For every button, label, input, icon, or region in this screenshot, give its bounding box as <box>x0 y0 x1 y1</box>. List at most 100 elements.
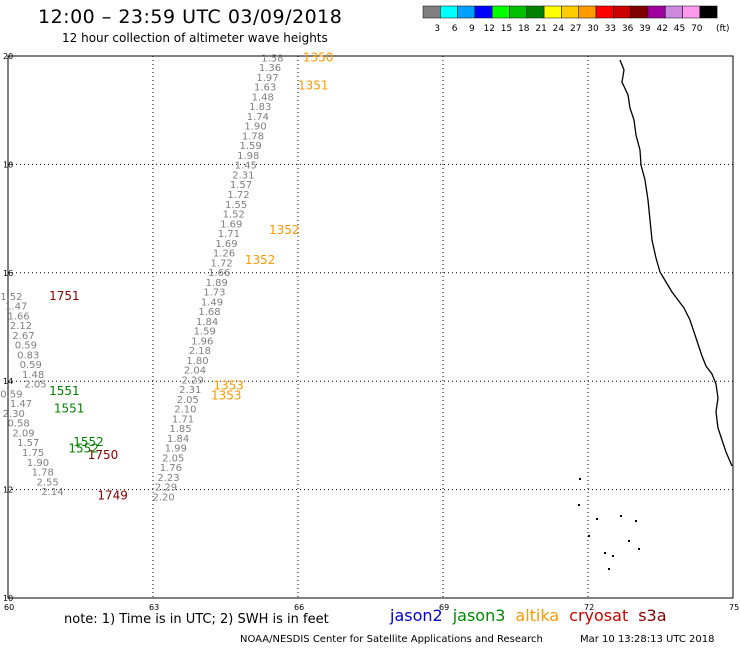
pass-time-label: 1352 <box>269 223 300 237</box>
legend-label: 3 <box>434 24 440 34</box>
pass-time-label: 1353 <box>213 378 244 392</box>
wave-height-value: 1.47 <box>10 399 32 410</box>
wave-height-value: 1.90 <box>244 122 266 133</box>
lat-tick-label: 12 <box>3 486 13 495</box>
pass-time-label: 1552 <box>73 435 104 449</box>
pass-time-label: 1551 <box>54 402 85 416</box>
wave-height-value: 1.84 <box>196 317 218 328</box>
wave-height-value: 2.12 <box>10 321 32 332</box>
wave-height-value: 1.69 <box>215 239 237 250</box>
lon-tick-label: 66 <box>294 603 304 612</box>
lon-tick-label: 69 <box>439 603 449 612</box>
legend-label: 36 <box>622 24 634 34</box>
credit-text: NOAA/NESDIS Center for Satellite Applica… <box>240 634 543 645</box>
wave-height-value: 1.48 <box>22 370 44 381</box>
wave-height-value: 1.78 <box>242 131 264 142</box>
lon-tick-label: 60 <box>4 603 14 612</box>
wave-height-value: 1.55 <box>225 200 247 211</box>
wave-height-value: 1.57 <box>230 180 252 191</box>
wave-height-value: 1.75 <box>22 448 44 459</box>
satellite-key-item: jason3 <box>452 606 506 625</box>
wave-height-value: 2.10 <box>174 405 196 416</box>
wave-height-value: 1.52 <box>0 292 22 303</box>
wave-height-value: 1.57 <box>17 438 39 449</box>
wave-height-value: 2.14 <box>41 487 63 498</box>
wave-height-value: 2.30 <box>3 409 25 420</box>
pass-time-label: 1552 <box>68 442 99 456</box>
wave-height-value: 2.04 <box>184 366 206 377</box>
wave-height-value: 1.71 <box>172 414 194 425</box>
island <box>579 478 581 480</box>
wave-height-value: 1.59 <box>194 327 216 338</box>
satellite-key: jason2 jason3 altika cryosat s3a <box>390 606 677 625</box>
wave-height-color-legend: 3 6 9 12 15 18 21 24 27 30 33 36 39 42 45 70 (ft) <box>422 5 730 34</box>
satellite-key-item: s3a <box>638 606 667 625</box>
island <box>604 552 606 554</box>
legend-unit: (ft) <box>716 24 730 34</box>
wave-height-value: 2.18 <box>189 346 211 357</box>
wave-height-value: 0.59 <box>15 341 37 352</box>
wave-height-value: 2.29 <box>181 375 203 386</box>
lon-tick-label: 63 <box>149 603 159 612</box>
legend-label: 39 <box>639 24 651 34</box>
wave-height-value: 1.68 <box>198 307 220 318</box>
wave-height-value: 1.66 <box>208 268 230 279</box>
wave-height-value: 1.76 <box>160 463 182 474</box>
lat-tick-label: 10 <box>3 594 13 603</box>
wave-height-value: 2.31 <box>179 385 201 396</box>
legend-label: 45 <box>674 24 685 34</box>
legend-label: 6 <box>452 24 458 34</box>
pass-time-label: 1750 <box>88 448 119 462</box>
satellite-key-item: altika <box>515 606 560 625</box>
wave-height-value: 1.59 <box>239 141 261 152</box>
wave-height-value: 2.09 <box>12 428 34 439</box>
island <box>578 504 580 506</box>
wave-height-value: 0.59 <box>0 389 22 400</box>
credit-timestamp: Mar 10 13:28:13 UTC 2018 <box>580 634 715 645</box>
wave-height-value: 1.45 <box>235 161 257 172</box>
island <box>635 520 637 522</box>
wave-height-value: 2.23 <box>157 473 179 484</box>
legend-label: 9 <box>469 24 475 34</box>
map-subtitle: 12 hour collection of altimeter wave hei… <box>62 31 328 45</box>
wave-height-value: 2.20 <box>152 492 174 503</box>
wave-height-value: 1.52 <box>223 210 245 221</box>
pass-time-label: 1352 <box>245 253 276 267</box>
wave-height-value: 2.55 <box>36 477 58 488</box>
wave-height-value: 1.71 <box>218 229 240 240</box>
coastline <box>619 59 733 467</box>
wave-height-value: 1.72 <box>227 190 249 201</box>
legend-label: 15 <box>501 24 512 34</box>
pass-time-label: 1751 <box>49 289 80 303</box>
pass-time-label: 1350 <box>303 50 334 64</box>
wave-height-value: 2.29 <box>155 483 177 494</box>
wave-height-value: 1.48 <box>252 92 274 103</box>
island <box>608 568 610 570</box>
footer-note: note: 1) Time is in UTC; 2) SWH is in fe… <box>64 612 329 627</box>
wave-height-value: 1.26 <box>213 249 235 260</box>
legend-label: 27 <box>570 24 581 34</box>
island <box>638 548 640 550</box>
satellite-key-item: jason2 <box>390 606 443 625</box>
wave-height-value: 0.83 <box>17 350 39 361</box>
wave-height-value: 2.67 <box>12 331 34 342</box>
wave-height-value: 0.59 <box>20 360 42 371</box>
lat-tick-label: 18 <box>3 160 13 169</box>
wave-height-value: 1.49 <box>201 297 223 308</box>
pass-time-label: 1551 <box>49 384 80 398</box>
wave-height-value: 2.05 <box>24 380 46 391</box>
legend-label: 24 <box>553 24 565 34</box>
legend-label: 21 <box>535 24 546 34</box>
map-frame <box>7 55 734 599</box>
wave-height-value: 1.72 <box>210 258 232 269</box>
pass-time-label: 1749 <box>97 488 128 502</box>
lon-tick-label: 72 <box>584 603 594 612</box>
legend-label: 12 <box>483 24 494 34</box>
wave-height-value: 1.90 <box>27 458 49 469</box>
wave-height-value: 1.73 <box>203 288 225 299</box>
pass-time-label: 1353 <box>211 389 242 403</box>
wave-height-value: 1.85 <box>169 424 191 435</box>
wave-height-value: 0.58 <box>7 419 29 430</box>
island <box>628 540 630 542</box>
